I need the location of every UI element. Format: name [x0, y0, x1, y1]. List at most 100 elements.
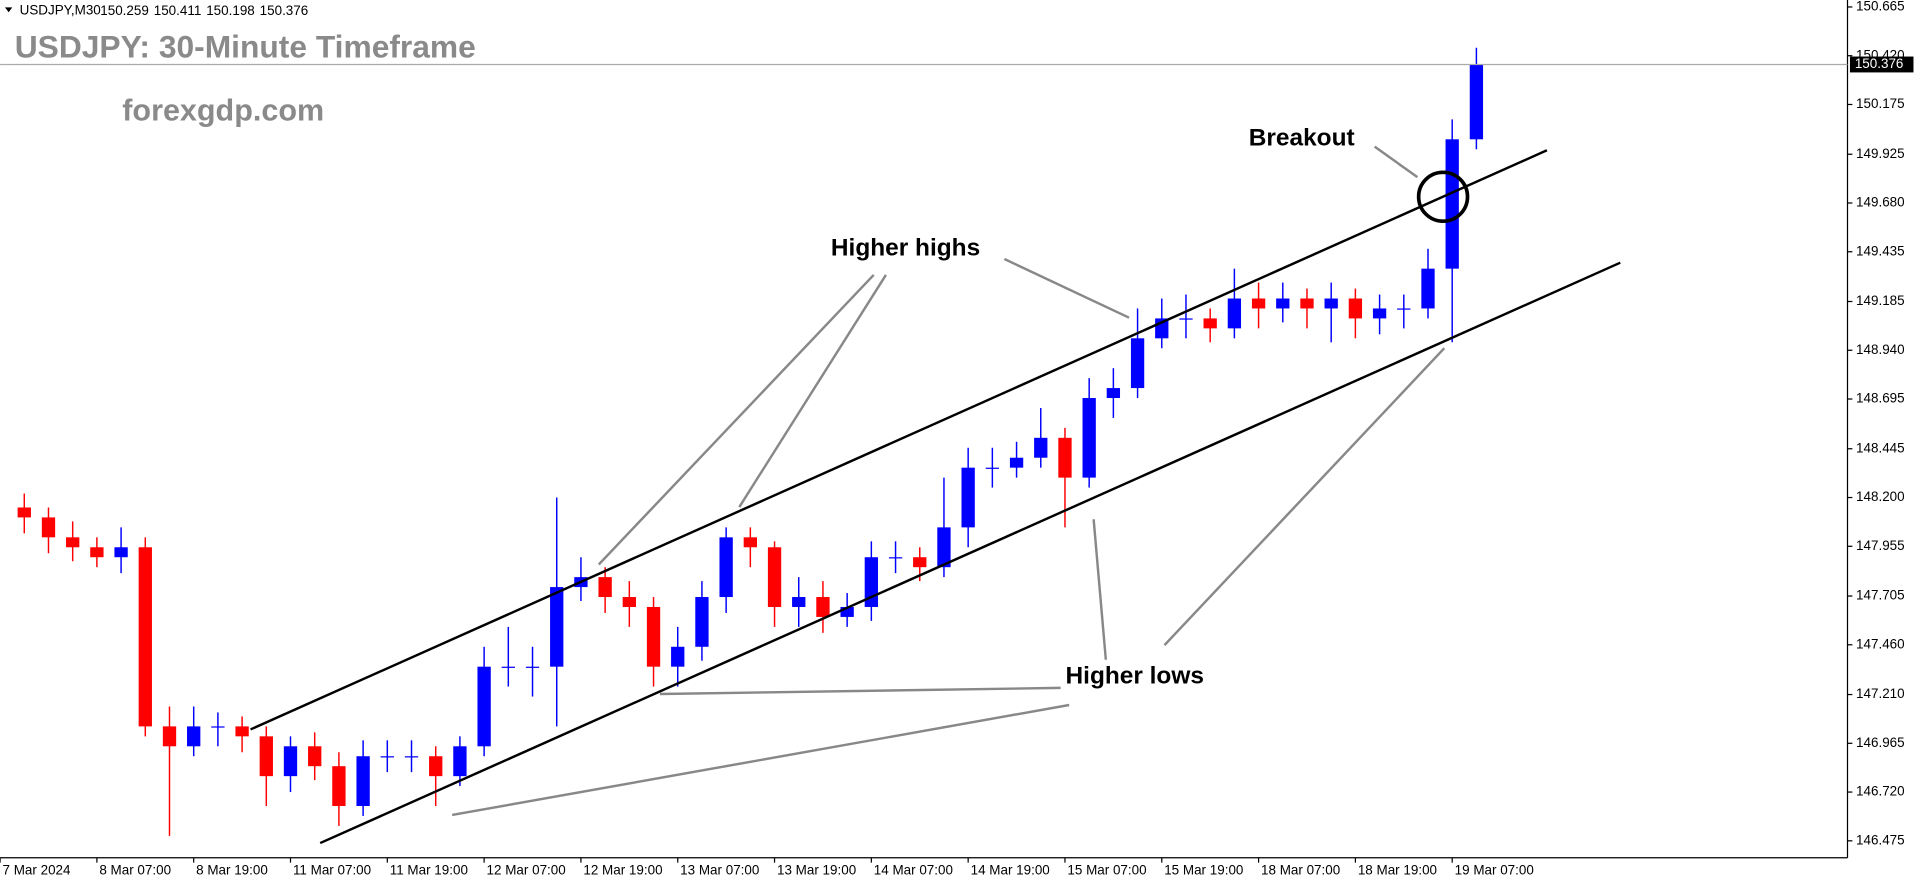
- candle-body: [1324, 298, 1338, 309]
- candle-body: [622, 597, 636, 607]
- candle-body: [1130, 338, 1145, 389]
- x-tick-label: 8 Mar 07:00: [99, 863, 171, 878]
- x-tick-label: 14 Mar 07:00: [874, 863, 953, 878]
- y-tick-label: 148.445: [1856, 440, 1905, 455]
- candle-body: [1445, 139, 1459, 269]
- x-tick-label: 19 Mar 07:00: [1455, 863, 1534, 878]
- y-tick-label: 147.460: [1856, 636, 1905, 651]
- candle-body: [477, 666, 491, 747]
- candle-body: [792, 597, 806, 607]
- header-value: 150.259: [100, 3, 149, 18]
- y-tick-label: 149.185: [1856, 293, 1905, 308]
- y-tick-label: 147.210: [1856, 686, 1905, 701]
- candle-body: [41, 517, 56, 538]
- x-tick-label: 12 Mar 19:00: [583, 863, 662, 878]
- x-tick-label: 12 Mar 07:00: [487, 863, 566, 878]
- x-tick-label: 7 Mar 2024: [3, 863, 72, 878]
- candle-body: [1082, 398, 1096, 478]
- symbol: USDJPY,M30: [20, 3, 101, 18]
- candle-body: [913, 557, 927, 568]
- candle-body: [211, 726, 225, 728]
- menu-arrow: [4, 7, 13, 13]
- x-tick-label: 11 Mar 19:00: [390, 863, 468, 878]
- pointer: [738, 274, 887, 508]
- candle-body: [888, 557, 903, 559]
- candle-body: [501, 666, 515, 668]
- y-tick-label: 147.705: [1856, 588, 1905, 603]
- x-tick-label: 13 Mar 19:00: [777, 863, 856, 878]
- candle-body: [308, 746, 322, 767]
- candle-body: [1421, 268, 1435, 309]
- channel-bottom: [319, 261, 1621, 845]
- pointers: [451, 145, 1446, 817]
- pointer: [659, 686, 1061, 696]
- x-tick-label: 8 Mar 19:00: [196, 863, 268, 878]
- price-label-bg: [1849, 56, 1914, 73]
- candle-body: [767, 547, 782, 607]
- candle-body: [356, 756, 370, 806]
- candle-body: [283, 746, 298, 777]
- breakout-circle: [1416, 170, 1470, 223]
- candle-body: [429, 756, 443, 777]
- chart-title: USDJPY: 30-Minute Timeframe: [15, 28, 476, 64]
- candle-body: [380, 756, 394, 758]
- x-tick-label: 14 Mar 19:00: [971, 863, 1050, 878]
- candle-body: [1058, 437, 1072, 478]
- pointer: [1092, 519, 1108, 660]
- candle-body: [235, 726, 249, 737]
- y-tick-label: 146.965: [1856, 735, 1905, 750]
- header-value: 150.198: [206, 3, 255, 18]
- candle-body: [114, 547, 128, 558]
- header-value: 150.376: [260, 3, 309, 18]
- candle-body: [1179, 318, 1193, 320]
- candle-body: [1372, 308, 1387, 319]
- candle-body: [17, 507, 31, 518]
- candle-body: [1251, 298, 1266, 309]
- candle-body: [1397, 308, 1411, 310]
- candle-body: [1348, 298, 1363, 319]
- y-tick-label: 148.695: [1856, 391, 1905, 406]
- pointer: [1373, 145, 1419, 179]
- x-tick-label: 18 Mar 19:00: [1358, 863, 1437, 878]
- candle-body: [332, 766, 346, 806]
- pointer: [451, 703, 1070, 817]
- candle-body: [1227, 298, 1242, 329]
- candle-body: [1300, 298, 1314, 309]
- candle-body: [1203, 318, 1217, 329]
- y-tick-label: 147.955: [1856, 538, 1905, 553]
- y-tick-label: 150.175: [1856, 96, 1905, 111]
- candle-body: [840, 606, 854, 617]
- candle-body: [187, 726, 201, 747]
- candle-body: [961, 467, 975, 528]
- pointer: [1003, 257, 1130, 319]
- candle-body: [646, 606, 661, 667]
- candle-body: [66, 537, 80, 548]
- pointer: [597, 274, 875, 566]
- x-tick-label: 15 Mar 07:00: [1067, 863, 1146, 878]
- candle-body: [453, 746, 467, 777]
- candle-body: [598, 577, 612, 598]
- channel-top: [250, 149, 1548, 731]
- candle-body: [550, 587, 564, 667]
- header-value: 150.411: [154, 3, 202, 18]
- candle-body: [259, 736, 273, 777]
- x-tick-label: 15 Mar 19:00: [1164, 863, 1243, 878]
- candle-body: [671, 646, 685, 667]
- candle-body: [743, 537, 757, 548]
- y-tick-label: 149.680: [1856, 195, 1905, 210]
- y-tick-label: 148.940: [1856, 342, 1905, 357]
- candle-body: [404, 756, 419, 758]
- y-tick-label: 146.475: [1856, 832, 1905, 847]
- annotation: Higher lows: [1066, 662, 1204, 689]
- candle-body: [937, 527, 951, 568]
- candle-body: [1276, 298, 1290, 309]
- candle-body: [695, 597, 709, 647]
- candle-body: [816, 597, 830, 617]
- x-tick-label: 13 Mar 07:00: [680, 863, 759, 878]
- candle-body: [1106, 388, 1121, 399]
- candle-body: [1469, 64, 1484, 140]
- candle-body: [162, 726, 177, 747]
- y-tick-label: 149.435: [1856, 243, 1905, 258]
- y-tick-label: 146.720: [1856, 784, 1905, 799]
